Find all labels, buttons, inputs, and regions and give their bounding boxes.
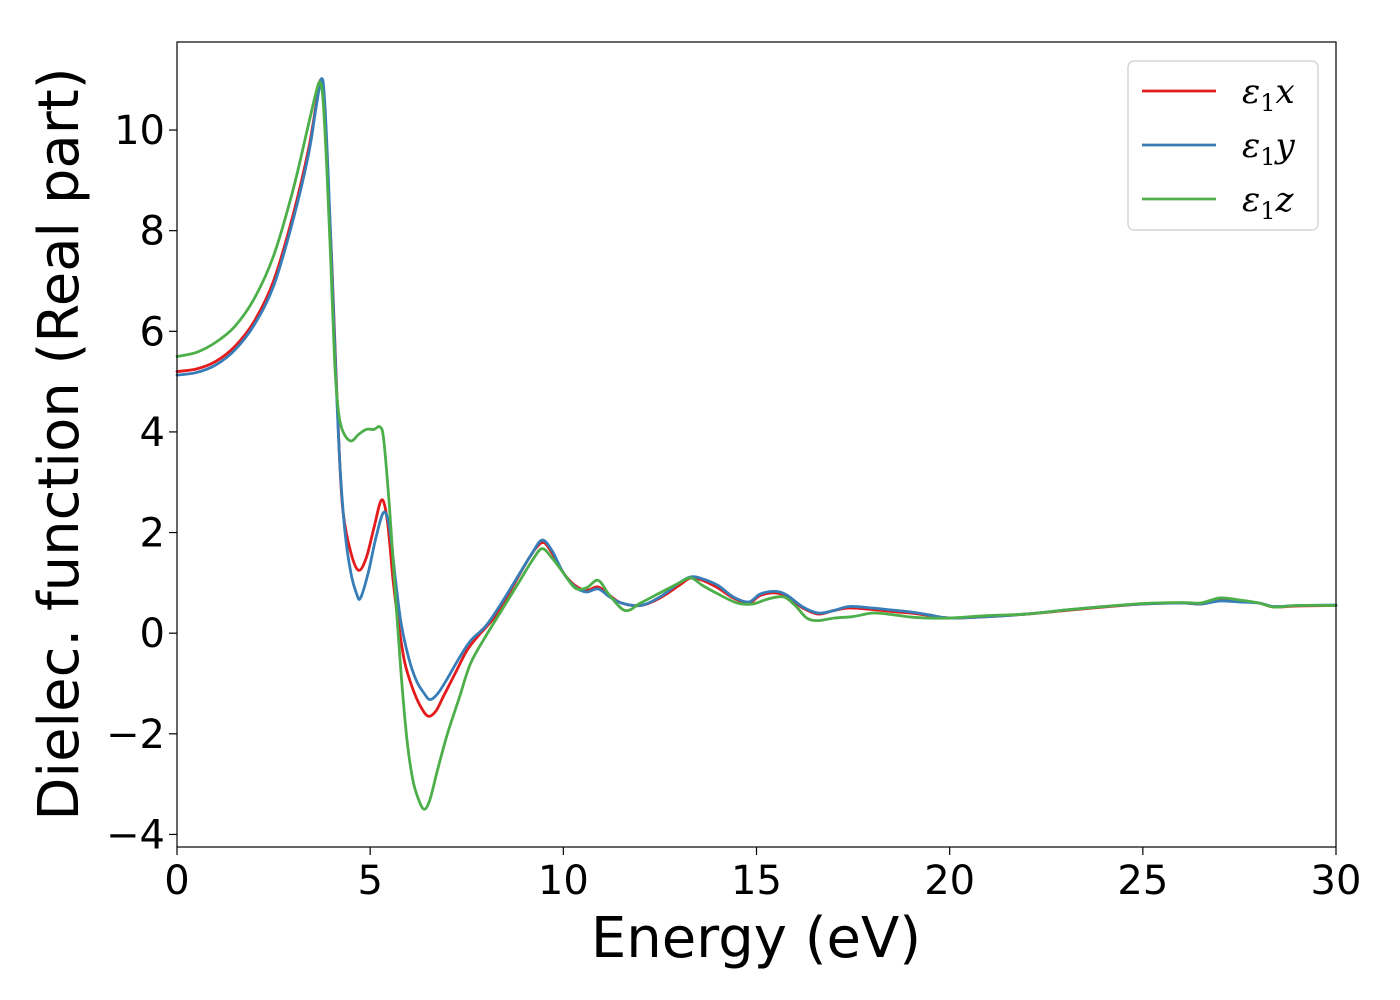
x-tick-label: 30	[1311, 858, 1362, 904]
y-tick-label: 8	[140, 209, 165, 255]
y-tick-label: 10	[114, 108, 165, 154]
legend-label-z: ε1z	[1242, 180, 1295, 225]
y-axis-ticks: −4 −2 0 2 4 6 8 10	[106, 108, 177, 858]
x-tick-label: 20	[924, 858, 975, 904]
y-tick-label: −4	[106, 812, 165, 858]
y-tick-label: −2	[106, 712, 165, 758]
x-tick-label: 10	[538, 858, 589, 904]
x-axis-ticks: 0 5 10 15 20 25 30	[164, 847, 1361, 904]
series-line-z	[175, 80, 1338, 811]
x-axis-label: Energy (eV)	[591, 906, 921, 971]
y-axis-label: Dielec. function (Real part)	[27, 67, 92, 820]
legend-label-y: ε1y	[1242, 126, 1296, 171]
series-layer	[175, 77, 1338, 811]
legend-frame	[1127, 60, 1319, 231]
y-tick-label: 6	[140, 309, 165, 355]
legend: ε1x ε1y ε1z	[1127, 60, 1319, 231]
x-tick-label: 0	[164, 858, 189, 904]
x-tick-label: 25	[1117, 858, 1168, 904]
legend-label-x: ε1x	[1242, 72, 1295, 117]
y-tick-label: 2	[140, 511, 165, 557]
y-tick-label: 0	[140, 611, 165, 657]
y-tick-label: 4	[140, 410, 165, 456]
x-tick-label: 5	[357, 858, 382, 904]
x-tick-label: 15	[731, 858, 782, 904]
